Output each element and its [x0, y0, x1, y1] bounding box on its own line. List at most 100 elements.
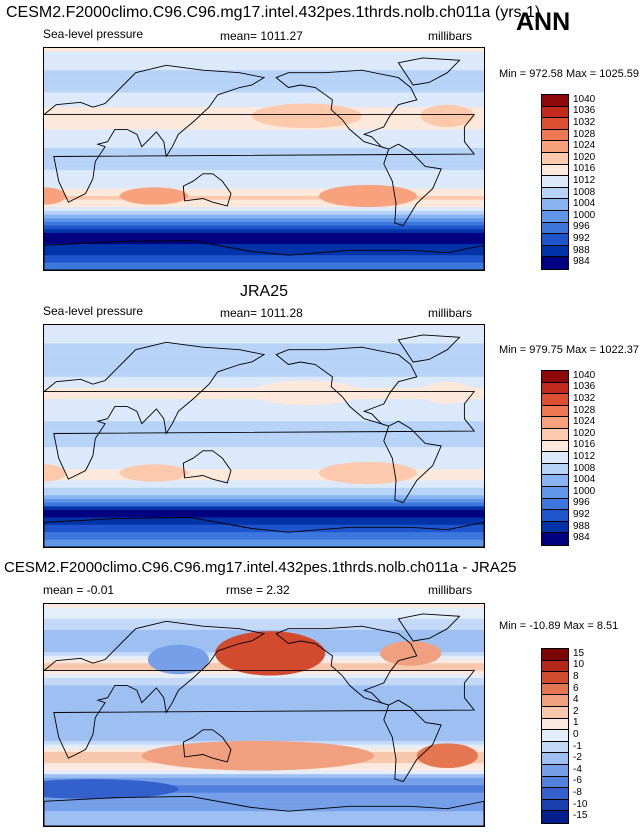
- zonal-band-50: [44, 789, 484, 794]
- zonal-band-11: [44, 88, 484, 93]
- colorbar-tick-label: 1008: [573, 186, 596, 198]
- zonal-band-32: [44, 722, 484, 727]
- zonal-band-58: [44, 818, 484, 823]
- colorbar-swatch: [542, 753, 568, 765]
- zonal-band-2: [44, 611, 484, 616]
- zonal-band-24: [44, 692, 484, 698]
- zonal-band-1: [44, 51, 484, 56]
- pressure-cell-3: [44, 779, 179, 799]
- zonal-band-47: [44, 498, 484, 504]
- colorbar-swatch: [542, 440, 568, 453]
- colorbar-tick-label: 1020: [573, 151, 596, 163]
- colorbar-tick-label: 1040: [573, 93, 596, 105]
- colorbar-swatch: [542, 176, 568, 188]
- zonal-band-4: [44, 339, 484, 345]
- zonal-band-35: [44, 177, 484, 182]
- zonal-band-29: [44, 711, 484, 716]
- colorbar-swatch: [542, 475, 568, 487]
- zonal-band-45: [44, 770, 484, 775]
- colorbar-tick-label: 1000: [573, 485, 596, 497]
- colorbar-swatch: [542, 741, 568, 754]
- zonal-band-46: [44, 218, 484, 223]
- colorbar-tick-label: 1020: [573, 427, 596, 439]
- colorbar-tick-label: 1024: [573, 416, 596, 428]
- colorbar-tick-label: 1036: [573, 105, 596, 117]
- figure-title: CESM2.F2000climo.C96.C96.mg17.intel.432p…: [6, 4, 541, 21]
- colorbar-tick-label: -4: [573, 763, 582, 775]
- zonal-band-8: [44, 354, 484, 359]
- colorbar-tick-label: 988: [573, 244, 590, 256]
- panel2-mean: mean= 1011.28: [220, 306, 303, 320]
- zonal-band-6: [44, 347, 484, 352]
- zonal-band-54: [44, 247, 484, 253]
- zonal-band-25: [44, 140, 484, 145]
- zonal-band-6: [44, 70, 484, 75]
- zonal-band-44: [44, 487, 484, 493]
- colorbar-swatch: [542, 463, 568, 476]
- colorbar-swatch: [542, 649, 568, 661]
- colorbar-tick-label: 15: [573, 647, 585, 659]
- colorbar-swatch: [542, 718, 568, 731]
- coastline-2: [383, 420, 442, 504]
- coastline-5: [44, 795, 484, 826]
- zonal-band-33: [44, 726, 484, 731]
- zonal-band-24: [44, 413, 484, 419]
- zonal-band-6: [44, 626, 484, 631]
- zonal-band-55: [44, 251, 484, 256]
- colorbar-swatch: [542, 152, 568, 165]
- zonal-band-56: [44, 255, 484, 260]
- zonal-band-34: [44, 173, 484, 179]
- colorbar-swatch: [542, 222, 568, 235]
- coastline-2: [383, 699, 442, 783]
- zonal-band-21: [44, 125, 484, 130]
- colorbar-tick-label: 10: [573, 659, 585, 671]
- zonal-band-43: [44, 484, 484, 489]
- pressure-cell-3: [44, 187, 66, 205]
- colorbar-tick-label: 1024: [573, 140, 596, 152]
- zonal-band-59: [44, 822, 484, 826]
- zonal-band-10: [44, 362, 484, 367]
- zonal-band-26: [44, 421, 484, 426]
- colorbar-swatch: [542, 129, 568, 142]
- colorbar-swatch: [542, 382, 568, 395]
- pressure-cell-0: [251, 103, 362, 129]
- panel2-variable: Sea-level pressure: [43, 304, 144, 318]
- zonal-band-31: [44, 718, 484, 723]
- colorbar-swatch: [542, 776, 568, 789]
- colorbar-swatch: [542, 521, 568, 534]
- colorbar-tick-label: 1028: [573, 128, 596, 140]
- colorbar-swatch: [542, 706, 568, 719]
- zonal-band-54: [44, 524, 484, 530]
- zonal-band-1: [44, 607, 484, 612]
- zonal-band-29: [44, 155, 484, 160]
- panel3-rmse: rmse = 2.32: [226, 583, 290, 597]
- colorbar-tick-label: 1040: [573, 369, 596, 381]
- season-label: ANN: [516, 8, 571, 36]
- pressure-cell-4: [119, 464, 189, 482]
- colorbar-tick-label: 1036: [573, 381, 596, 393]
- coastline-1: [275, 69, 418, 150]
- zonal-band-22: [44, 129, 484, 134]
- zonal-band-0: [44, 604, 484, 609]
- colorbar-swatch: [542, 199, 568, 211]
- pressure-cell-2: [416, 743, 478, 769]
- zonal-band-52: [44, 240, 484, 245]
- panel3-minmax: Min = -10.89 Max = 8.51: [499, 620, 619, 632]
- zonal-band-4: [44, 618, 484, 624]
- zonal-band-2: [44, 332, 484, 337]
- colorbar-swatch: [542, 95, 568, 107]
- zonal-band-9: [44, 358, 484, 363]
- zonal-band-23: [44, 133, 484, 138]
- zonal-band-28: [44, 428, 484, 433]
- panel3-title: CESM2.F2000climo.C96.C96.mg17.intel.432p…: [4, 559, 517, 576]
- zonal-band-31: [44, 162, 484, 167]
- colorbar-tick-label: 992: [573, 509, 590, 520]
- pressure-cell-1: [141, 740, 374, 771]
- colorbar-swatch: [542, 498, 568, 511]
- zonal-band-59: [44, 266, 484, 270]
- zonal-band-58: [44, 539, 484, 544]
- colorbar-swatch: [542, 486, 568, 499]
- zonal-band-3: [44, 336, 484, 341]
- panel3-mean: mean = -0.01: [43, 583, 115, 597]
- zonal-band-52: [44, 796, 484, 801]
